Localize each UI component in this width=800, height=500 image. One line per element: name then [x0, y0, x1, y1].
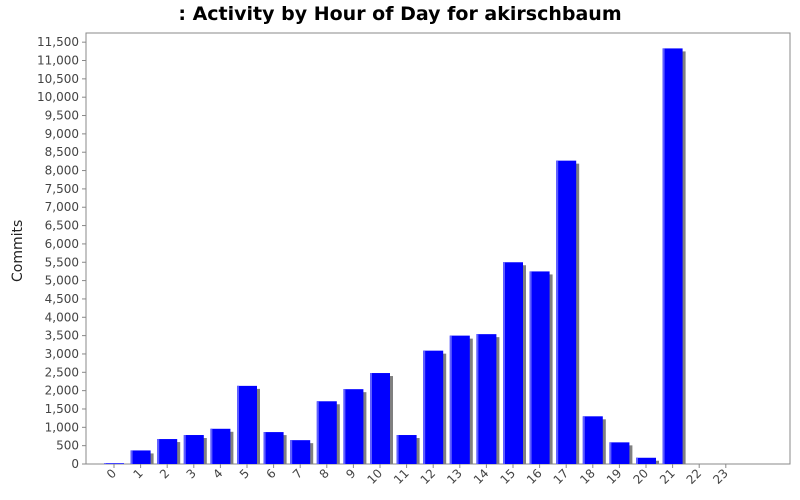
- bar-highlight: [582, 416, 585, 464]
- bar-highlight: [609, 442, 612, 464]
- bar-highlight: [636, 457, 638, 464]
- x-tick-label: 10: [364, 466, 385, 487]
- bar[interactable]: [370, 373, 390, 464]
- bar[interactable]: [290, 440, 311, 464]
- x-tick-label: 16: [524, 466, 545, 487]
- x-tick-label: 17: [551, 466, 572, 487]
- bar-highlight: [529, 271, 532, 464]
- bar-highlight: [449, 335, 452, 464]
- bar-highlight: [104, 463, 106, 464]
- bar-highlight: [556, 160, 559, 465]
- y-tick-label: 8,500: [45, 145, 79, 159]
- x-tick-label: 13: [444, 466, 465, 487]
- bar[interactable]: [130, 450, 151, 464]
- bar-highlight: [237, 385, 239, 464]
- x-tick-label: 21: [657, 466, 678, 487]
- bar[interactable]: [316, 401, 337, 464]
- x-tick-label: 15: [497, 466, 518, 487]
- x-tick-label: 8: [317, 466, 332, 481]
- bar[interactable]: [529, 271, 550, 464]
- x-tick-label: 20: [630, 466, 651, 487]
- bar-highlight: [290, 440, 293, 464]
- bar[interactable]: [582, 416, 603, 464]
- bar-highlight: [183, 435, 186, 464]
- bar-highlight: [396, 435, 399, 464]
- bar[interactable]: [609, 442, 630, 464]
- bar[interactable]: [343, 389, 364, 464]
- x-tick-label: 2: [157, 466, 172, 481]
- chart-title: : Activity by Hour of Day for akirschbau…: [178, 3, 622, 25]
- x-tick-label: 4: [210, 466, 225, 481]
- bar-highlight: [423, 350, 426, 464]
- y-tick-label: 7,000: [45, 200, 79, 214]
- y-tick-label: 7,500: [45, 182, 79, 196]
- bar-highlight: [476, 334, 479, 464]
- y-tick-label: 4,000: [45, 310, 79, 324]
- bar[interactable]: [423, 350, 444, 464]
- y-tick-label: 500: [56, 439, 79, 453]
- y-tick-label: 1,500: [45, 402, 79, 416]
- y-tick-label: 1,000: [45, 420, 79, 434]
- y-tick-label: 10,500: [37, 72, 79, 86]
- y-tick-label: 6,000: [45, 237, 79, 251]
- bar-highlight: [343, 389, 346, 464]
- bar-highlight: [263, 432, 266, 464]
- bar[interactable]: [157, 439, 178, 464]
- bar[interactable]: [237, 385, 257, 464]
- bar-highlight: [210, 428, 213, 464]
- bar[interactable]: [183, 435, 204, 464]
- x-tick-label: 3: [184, 466, 199, 481]
- bar[interactable]: [396, 435, 417, 464]
- bar[interactable]: [449, 335, 470, 464]
- y-tick-label: 11,500: [37, 35, 79, 49]
- bar-highlight: [662, 48, 665, 465]
- bar[interactable]: [104, 463, 124, 464]
- y-tick-label: 9,000: [45, 127, 79, 141]
- bar[interactable]: [503, 262, 523, 464]
- x-tick-label: 0: [104, 466, 119, 481]
- bar[interactable]: [636, 457, 656, 464]
- x-tick-label: 1: [130, 466, 145, 481]
- y-tick-label: 0: [71, 457, 79, 471]
- y-tick-label: 2,000: [45, 384, 79, 398]
- y-tick-label: 8,000: [45, 164, 79, 178]
- bar-highlight: [370, 373, 372, 464]
- bar[interactable]: [476, 334, 497, 464]
- x-tick-label: 18: [577, 466, 598, 487]
- x-tick-label: 5: [237, 466, 252, 481]
- y-tick-label: 10,000: [37, 90, 79, 104]
- y-tick-label: 5,000: [45, 274, 79, 288]
- x-tick-label: 7: [290, 466, 305, 481]
- bar[interactable]: [210, 428, 231, 464]
- y-tick-label: 3,500: [45, 329, 79, 343]
- bar-highlight: [503, 262, 505, 464]
- x-tick-label: 9: [343, 466, 358, 481]
- x-tick-label: 23: [710, 466, 731, 487]
- y-tick-label: 2,500: [45, 365, 79, 379]
- x-tick-label: 11: [391, 466, 412, 487]
- y-tick-label: 4,500: [45, 292, 79, 306]
- y-tick-label: 6,500: [45, 219, 79, 233]
- x-tick-label: 12: [418, 466, 439, 487]
- x-tick-label: 6: [263, 466, 278, 481]
- bar[interactable]: [556, 160, 577, 465]
- bar-highlight: [157, 439, 160, 464]
- y-tick-label: 3,000: [45, 347, 79, 361]
- bar-highlight: [130, 450, 133, 464]
- bar-highlight: [316, 401, 319, 464]
- bar[interactable]: [662, 48, 683, 465]
- y-tick-label: 11,000: [37, 54, 79, 68]
- x-tick-label: 22: [684, 466, 705, 487]
- x-tick-label: 19: [604, 466, 625, 487]
- bar[interactable]: [263, 432, 284, 464]
- x-tick-label: 14: [471, 466, 492, 487]
- y-tick-label: 9,500: [45, 109, 79, 123]
- y-tick-label: 5,500: [45, 255, 79, 269]
